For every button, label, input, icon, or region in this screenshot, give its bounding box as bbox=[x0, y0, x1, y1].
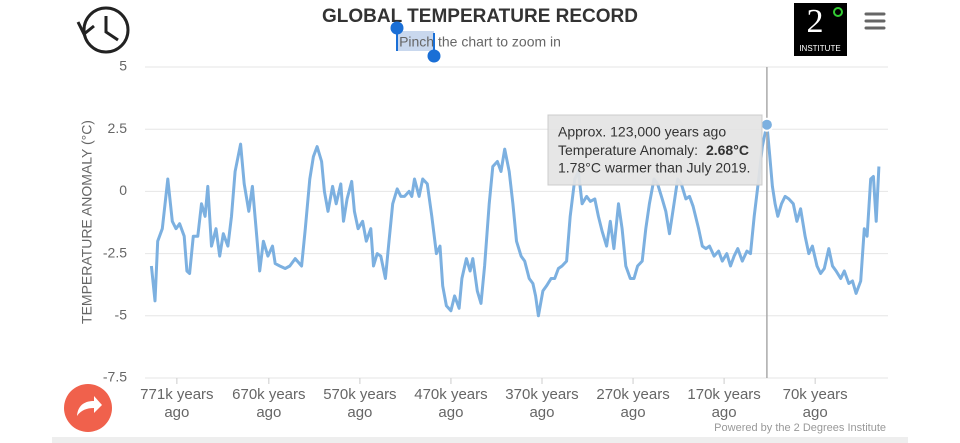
history-icon[interactable] bbox=[76, 6, 130, 54]
x-tick-label: 270k years ago bbox=[596, 386, 670, 421]
logo-box bbox=[794, 3, 847, 56]
tooltip: Approx. 123,000 years ago Temperature Ano… bbox=[547, 114, 763, 186]
clock-hands bbox=[104, 16, 119, 42]
hover-point bbox=[759, 117, 774, 132]
y-tick-label: -7.5 bbox=[103, 369, 127, 385]
y-tick-label: 0 bbox=[119, 182, 127, 198]
logo: 2 INSTITUTE bbox=[794, 3, 847, 56]
credit: Powered by the 2 Degrees Institute bbox=[714, 422, 886, 434]
text-selection bbox=[398, 31, 434, 51]
menu-icon[interactable] bbox=[864, 12, 886, 30]
x-tick-label: 170k years ago bbox=[687, 386, 761, 421]
y-tick-label: -5 bbox=[115, 307, 128, 323]
x-tick-label: 771k years ago bbox=[140, 386, 214, 421]
x-tick-label: 470k years ago bbox=[414, 386, 488, 421]
tooltip-box bbox=[547, 114, 763, 186]
tooltip-label: Temperature Anomaly: bbox=[558, 142, 702, 158]
share-button[interactable] bbox=[64, 384, 112, 432]
share-arrow bbox=[77, 396, 102, 416]
y-tick-label: -2.5 bbox=[103, 244, 127, 260]
tooltip-line: Temperature Anomaly: 2.68°C bbox=[558, 142, 749, 158]
clock-arrow bbox=[76, 21, 95, 37]
tooltip-value: 2.68°C bbox=[706, 142, 749, 158]
y-tick-label: 2.5 bbox=[108, 120, 128, 136]
data-line bbox=[149, 123, 881, 318]
chart-title: GLOBAL TEMPERATURE RECORD bbox=[322, 6, 638, 27]
y-tick-label: 5 bbox=[119, 58, 127, 74]
x-tick-label: 70k years ago bbox=[782, 386, 848, 421]
x-tick-label: 570k years ago bbox=[323, 386, 397, 421]
x-tick-label: 370k years ago bbox=[505, 386, 579, 421]
logo-numeral: 2 bbox=[807, 3, 824, 40]
tooltip-line: Approx. 123,000 years ago bbox=[558, 124, 726, 140]
footer-bar bbox=[52, 437, 908, 443]
logo-text: INSTITUTE bbox=[799, 44, 840, 53]
chart-subtitle: Pinch the chart to zoom in bbox=[399, 34, 561, 50]
y-axis-label: TEMPERATURE ANOMALY (°C) bbox=[79, 120, 95, 324]
clock-circle bbox=[82, 6, 130, 54]
selection-handles bbox=[390, 21, 441, 63]
x-tick-label: 670k years ago bbox=[232, 386, 306, 421]
logo-degree bbox=[833, 7, 843, 17]
tooltip-line: 1.78°C warmer than July 2019. bbox=[558, 160, 750, 176]
